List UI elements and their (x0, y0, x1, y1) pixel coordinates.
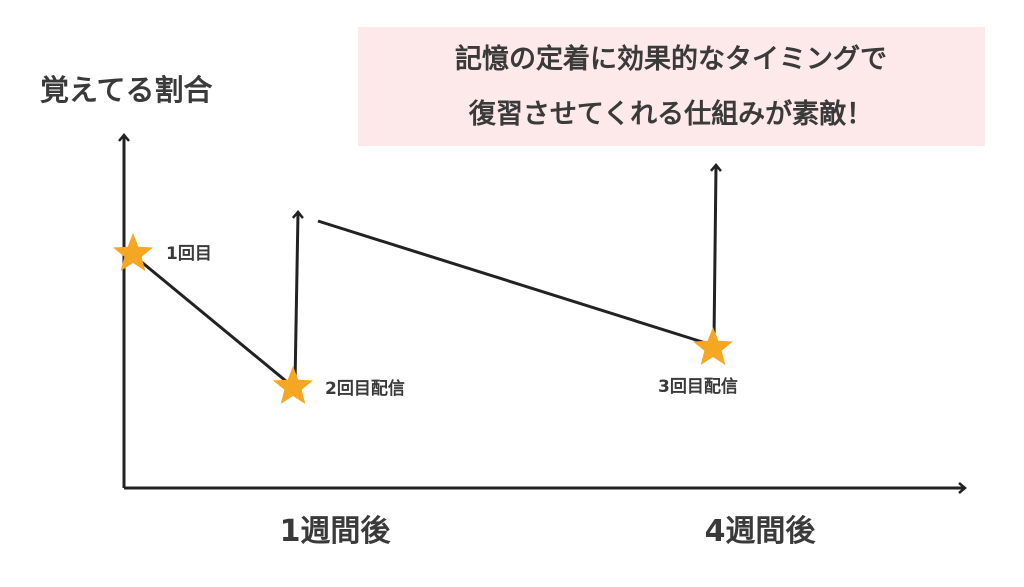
star-icon (113, 233, 153, 271)
callout-line-2: 復習させてくれる仕組みが素敵！ (468, 98, 873, 130)
star-icon (273, 366, 313, 404)
x-label-1-week: 1週間後 (280, 514, 392, 549)
callout-line-1: 記憶の定着に効果的なタイミングで (455, 43, 887, 75)
review-arrow-2 (709, 163, 722, 341)
decay-line-2 (317, 219, 713, 347)
star-icon (693, 327, 733, 365)
point-label-2: 2回目配信 (325, 378, 405, 399)
review-arrow-1 (291, 210, 304, 385)
point-label-3: 3回目配信 (658, 376, 738, 397)
callout-box (358, 27, 985, 146)
decay-line-1 (132, 253, 293, 388)
y-axis-label: 覚えてる割合 (40, 73, 213, 107)
point-label-1: 1回目 (166, 244, 212, 264)
x-label-4-weeks: 4週間後 (705, 514, 817, 549)
